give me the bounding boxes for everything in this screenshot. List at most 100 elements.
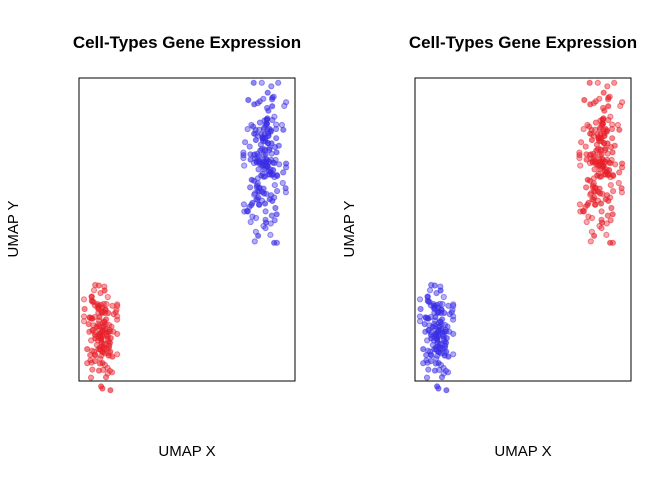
scatter-point	[269, 94, 276, 101]
scatter-point	[605, 103, 612, 110]
scatter-point	[604, 192, 611, 199]
scatter-point	[251, 130, 258, 137]
scatter-point	[606, 167, 613, 174]
scatter-point	[84, 346, 91, 353]
chart-1-title: Cell-Types Gene Expression	[73, 33, 301, 52]
scatter-point	[246, 143, 253, 150]
scatter-point	[101, 345, 108, 353]
scatter-point	[605, 94, 612, 101]
scatter-point	[426, 287, 434, 294]
scatter-point	[587, 238, 594, 245]
scatter-point	[601, 158, 609, 165]
scatter-point	[581, 96, 588, 104]
scatter-point	[259, 146, 266, 153]
scatter-point	[240, 154, 247, 162]
scatter-point	[270, 167, 277, 174]
scatter-point	[87, 374, 95, 381]
scatter-point	[267, 220, 274, 227]
scatter-point	[588, 214, 596, 222]
scatter-point	[240, 201, 247, 208]
scatter-point	[430, 301, 437, 308]
scatter-point	[432, 314, 439, 321]
scatter-point	[579, 207, 587, 215]
scatter-point	[426, 322, 433, 329]
scatter-point	[602, 171, 609, 178]
scatter-point	[242, 139, 249, 146]
scatter-point	[262, 208, 269, 215]
scatter-point	[112, 309, 119, 316]
scatter-point	[450, 301, 457, 308]
scatter-point	[434, 383, 441, 390]
scatter-point	[609, 121, 616, 128]
scatter-point	[268, 192, 275, 199]
scatter-point	[271, 144, 279, 151]
scatter-point	[597, 131, 604, 138]
scatter-point	[250, 79, 257, 86]
scatter-point	[416, 296, 424, 303]
scatter-point	[273, 149, 280, 156]
scatter-point	[592, 119, 600, 126]
scatter-point	[271, 113, 278, 120]
scatter-point	[107, 387, 114, 394]
scatter-point	[99, 360, 106, 367]
scatter-point	[100, 366, 107, 373]
scatter-point	[598, 225, 605, 232]
chart-1-y-axis-label: UMAP Y	[5, 201, 22, 258]
scatter-point	[240, 149, 247, 156]
scatter-point	[586, 79, 593, 86]
scatter-point	[92, 281, 99, 289]
scatter-point	[264, 104, 271, 112]
scatter-point	[604, 212, 611, 219]
scatter-point	[102, 321, 109, 328]
scatter-point	[273, 135, 280, 142]
scatter-point	[91, 351, 99, 358]
scatter-point	[260, 126, 268, 133]
scatter-point	[274, 188, 281, 195]
scatter-point	[100, 300, 108, 307]
scatter-point	[276, 161, 283, 168]
scatter-point	[583, 184, 590, 191]
scatter-point	[588, 228, 596, 235]
scatter-point	[609, 149, 616, 156]
scatter-point	[271, 182, 278, 189]
scatter-point	[280, 169, 287, 176]
scatter-point	[103, 316, 110, 323]
scatter-point	[268, 83, 275, 90]
scatter-point	[244, 126, 251, 133]
chart-panel-1: Cell-Types Gene Expression UMAP X UMAP Y	[5, 33, 301, 460]
scatter-point	[247, 184, 254, 191]
scatter-point	[102, 374, 110, 381]
scatter-point	[248, 201, 255, 209]
chart-1-x-axis-label: UMAP X	[158, 443, 215, 460]
scatter-point	[265, 158, 273, 165]
scatter-point	[614, 121, 622, 129]
scatter-point	[282, 189, 289, 196]
scatter-point	[256, 184, 263, 191]
scatter-point	[443, 387, 450, 394]
scatter-point	[94, 301, 101, 308]
scatter-point	[425, 315, 432, 322]
chart-1-points	[80, 79, 290, 394]
scatter-point	[617, 102, 624, 110]
scatter-point	[89, 327, 96, 334]
scatter-point	[428, 281, 435, 289]
scatter-point	[80, 296, 88, 303]
scatter-point	[438, 321, 445, 328]
scatter-point	[427, 358, 435, 365]
scatter-point	[435, 327, 442, 334]
scatter-point	[618, 189, 626, 196]
scatter-point	[434, 337, 441, 344]
scatter-point	[89, 366, 96, 373]
scatter-point	[266, 171, 273, 178]
scatter-point	[596, 151, 603, 158]
scatter-point	[607, 144, 615, 151]
scatter-point	[258, 79, 265, 86]
scatter-point	[89, 315, 96, 322]
scatter-point	[442, 367, 449, 374]
scatter-point	[243, 207, 250, 215]
scatter-point	[264, 89, 271, 96]
scatter-point	[577, 162, 584, 169]
scatter-point	[423, 374, 431, 381]
scatter-point	[88, 337, 95, 344]
scatter-point	[603, 220, 610, 227]
